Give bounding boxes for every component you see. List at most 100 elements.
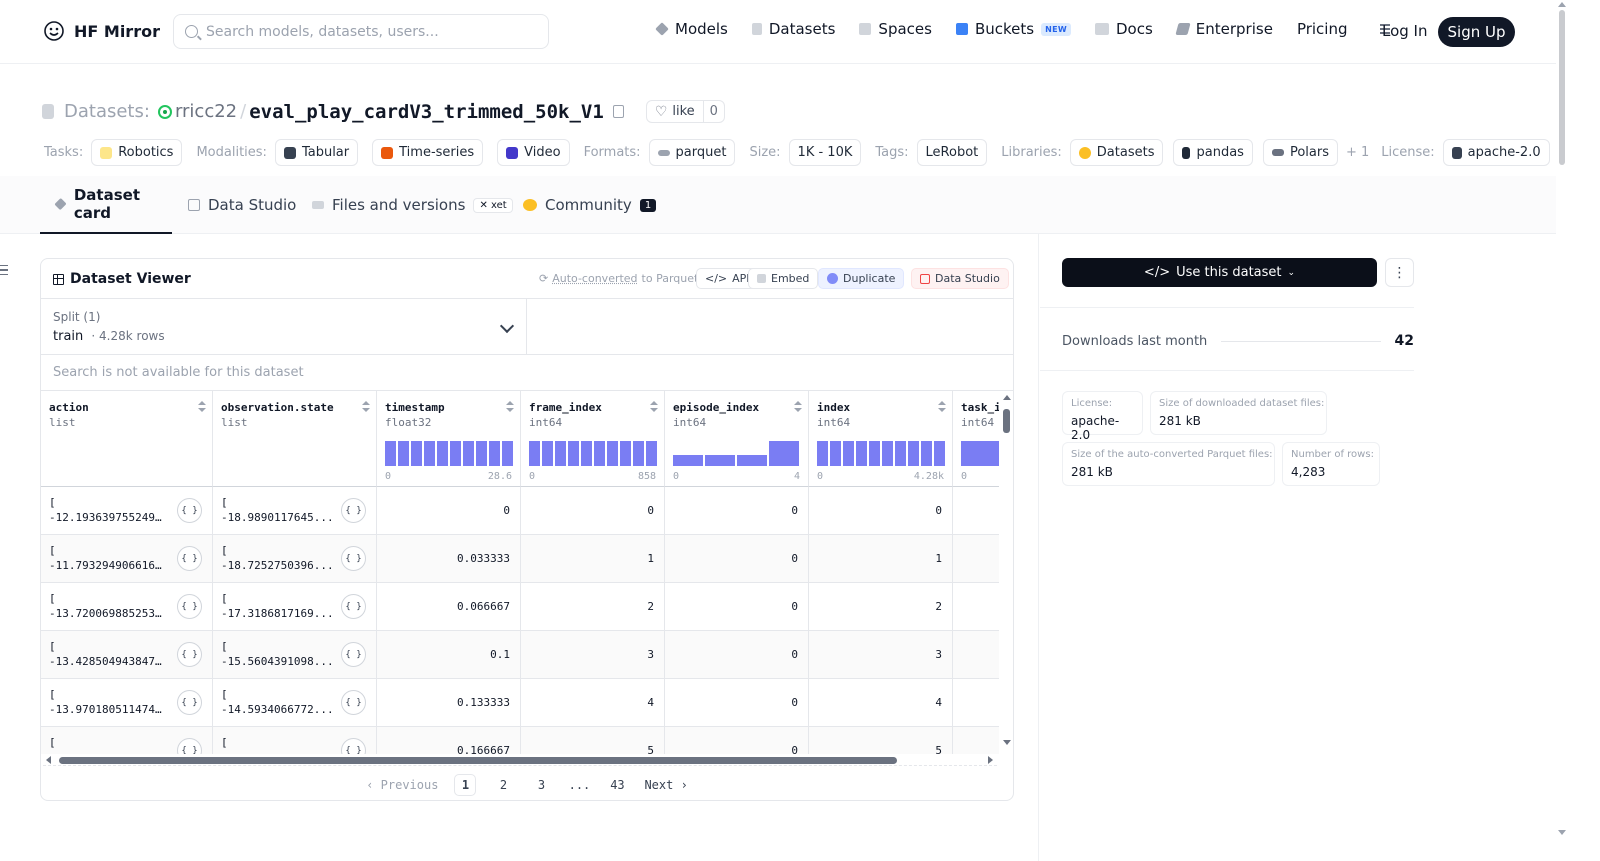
table-cell[interactable]: 0 bbox=[521, 487, 665, 535]
use-this-dataset-button[interactable]: </> Use this dataset ⌄ bbox=[1062, 258, 1377, 287]
split-selector[interactable]: Split (1) train · 4.28k rows bbox=[41, 299, 527, 354]
table-cell[interactable]: 4 bbox=[521, 679, 665, 727]
table-cell[interactable]: 0.133333 bbox=[377, 679, 521, 727]
histogram-bar[interactable] bbox=[555, 441, 566, 466]
column-header[interactable]: episode_index int64 0 4 bbox=[665, 391, 809, 487]
global-search[interactable] bbox=[173, 14, 549, 49]
table-cell[interactable]: 4 bbox=[809, 679, 953, 727]
histogram-bar[interactable] bbox=[830, 441, 841, 466]
column-header[interactable]: timestamp float32 0 28.6 bbox=[377, 391, 521, 487]
expand-json-button[interactable]: { } bbox=[341, 690, 366, 715]
expand-json-button[interactable]: { } bbox=[177, 594, 202, 619]
libraries-more[interactable]: + 1 bbox=[1345, 145, 1370, 160]
histogram-bar[interactable] bbox=[817, 441, 828, 466]
nav-datasets[interactable]: Datasets bbox=[751, 20, 835, 38]
scroll-down-icon[interactable] bbox=[1558, 830, 1566, 835]
tag-parquet[interactable]: parquet bbox=[648, 139, 736, 166]
tag-video[interactable]: Video bbox=[497, 139, 570, 166]
histogram-bar[interactable] bbox=[398, 441, 409, 466]
histogram-bar[interactable] bbox=[489, 441, 500, 466]
table-cell[interactable] bbox=[953, 727, 999, 754]
histogram-bar[interactable] bbox=[646, 441, 657, 466]
page-button[interactable]: 3 bbox=[537, 778, 546, 792]
histogram-bar[interactable] bbox=[737, 455, 767, 466]
expand-json-button[interactable]: { } bbox=[341, 642, 366, 667]
histogram-bar[interactable] bbox=[450, 441, 461, 466]
column-header[interactable]: frame_index int64 0 858 bbox=[521, 391, 665, 487]
lib-polars[interactable]: Polars bbox=[1262, 139, 1338, 166]
more-menu-icon[interactable] bbox=[1372, 23, 1390, 35]
histogram-bar[interactable] bbox=[705, 455, 735, 466]
table-cell[interactable] bbox=[953, 583, 999, 631]
sort-icon[interactable] bbox=[198, 401, 206, 413]
expand-json-button[interactable]: { } bbox=[341, 594, 366, 619]
expand-json-button[interactable]: { } bbox=[177, 738, 202, 754]
scroll-down-icon[interactable] bbox=[1003, 740, 1011, 745]
signup-button[interactable]: Sign Up bbox=[1438, 17, 1515, 47]
table-cell[interactable]: [-13.720069885253... { } bbox=[41, 583, 213, 631]
duplicate-button[interactable]: Duplicate bbox=[818, 268, 905, 289]
repo-owner[interactable]: rricc22 bbox=[174, 101, 238, 122]
sort-icon[interactable] bbox=[506, 401, 514, 413]
expand-json-button[interactable]: { } bbox=[341, 498, 366, 523]
table-cell[interactable]: [-14.5934066772... { } bbox=[213, 679, 377, 727]
repo-name[interactable]: eval_play_cardV3_trimmed_50k_V1 bbox=[249, 100, 604, 123]
table-cell[interactable]: 1 bbox=[809, 535, 953, 583]
table-cell[interactable]: 0 bbox=[665, 727, 809, 754]
sort-icon[interactable] bbox=[650, 401, 658, 413]
expand-json-button[interactable]: { } bbox=[177, 642, 202, 667]
histogram-bar[interactable] bbox=[385, 441, 396, 466]
table-cell[interactable] bbox=[953, 535, 999, 583]
histogram-bar[interactable] bbox=[529, 441, 540, 466]
sort-icon[interactable] bbox=[938, 401, 946, 413]
table-cell[interactable]: [-18.9890117645... { } bbox=[213, 487, 377, 535]
table-cell[interactable]: 0 bbox=[377, 487, 521, 535]
histogram-bar[interactable] bbox=[961, 441, 999, 466]
table-cell[interactable]: [{ } bbox=[213, 727, 377, 754]
expand-json-button[interactable]: { } bbox=[177, 690, 202, 715]
histogram-bar[interactable] bbox=[856, 441, 867, 466]
histogram-bar[interactable] bbox=[620, 441, 631, 466]
expand-json-button[interactable]: { } bbox=[177, 546, 202, 571]
tab-files-and-versions[interactable]: Files and versions ✕ xet bbox=[312, 176, 513, 234]
table-cell[interactable]: [{ } bbox=[41, 727, 213, 754]
histogram-bar[interactable] bbox=[424, 441, 435, 466]
api-button[interactable]: </> API bbox=[696, 268, 759, 289]
histogram-bar[interactable] bbox=[934, 441, 945, 466]
tab-community[interactable]: Community 1 bbox=[523, 176, 657, 234]
expand-json-button[interactable]: { } bbox=[341, 546, 366, 571]
table-cell[interactable]: 0 bbox=[665, 679, 809, 727]
tag-lerobot[interactable]: LeRobot bbox=[916, 139, 988, 166]
table-cell[interactable]: 0.033333 bbox=[377, 535, 521, 583]
scroll-right-icon[interactable] bbox=[988, 756, 993, 764]
table-cell[interactable]: [-18.7252750396... { } bbox=[213, 535, 377, 583]
table-cell[interactable]: 3 bbox=[521, 631, 665, 679]
previous-page-button[interactable]: ‹ Previous bbox=[366, 778, 439, 792]
table-cell[interactable]: 0 bbox=[809, 487, 953, 535]
nav-models[interactable]: Models bbox=[655, 20, 728, 38]
column-header[interactable]: task_index int64 0 bbox=[953, 391, 999, 487]
like-count[interactable]: 0 bbox=[702, 101, 724, 122]
histogram-bar[interactable] bbox=[921, 441, 932, 466]
scroll-up-icon[interactable] bbox=[1003, 395, 1011, 400]
scroll-left-icon[interactable] bbox=[46, 756, 51, 764]
search-input[interactable] bbox=[206, 23, 526, 40]
table-cell[interactable]: 5 bbox=[809, 727, 953, 754]
tab-data-studio[interactable]: Data Studio bbox=[188, 176, 296, 234]
scroll-up-icon[interactable] bbox=[1558, 2, 1566, 7]
histogram-bar[interactable] bbox=[476, 441, 487, 466]
histogram-bar[interactable] bbox=[882, 441, 893, 466]
tag-size[interactable]: 1K - 10K bbox=[788, 139, 862, 166]
histogram-bar[interactable] bbox=[908, 441, 919, 466]
page-button[interactable]: 1 bbox=[454, 774, 477, 796]
expand-json-button[interactable]: { } bbox=[341, 738, 366, 754]
table-cell[interactable]: [-13.428504943847... { } bbox=[41, 631, 213, 679]
table-cell[interactable]: 1 bbox=[521, 535, 665, 583]
table-cell[interactable]: 0.066667 bbox=[377, 583, 521, 631]
tag-time-series[interactable]: Time-series bbox=[372, 139, 484, 166]
table-vertical-scrollbar[interactable] bbox=[1001, 391, 1013, 754]
column-header[interactable]: action list bbox=[41, 391, 213, 487]
histogram-bar[interactable] bbox=[843, 441, 854, 466]
auto-converted-link[interactable]: Auto-converted bbox=[552, 272, 638, 285]
table-cell[interactable]: [-15.5604391098... { } bbox=[213, 631, 377, 679]
